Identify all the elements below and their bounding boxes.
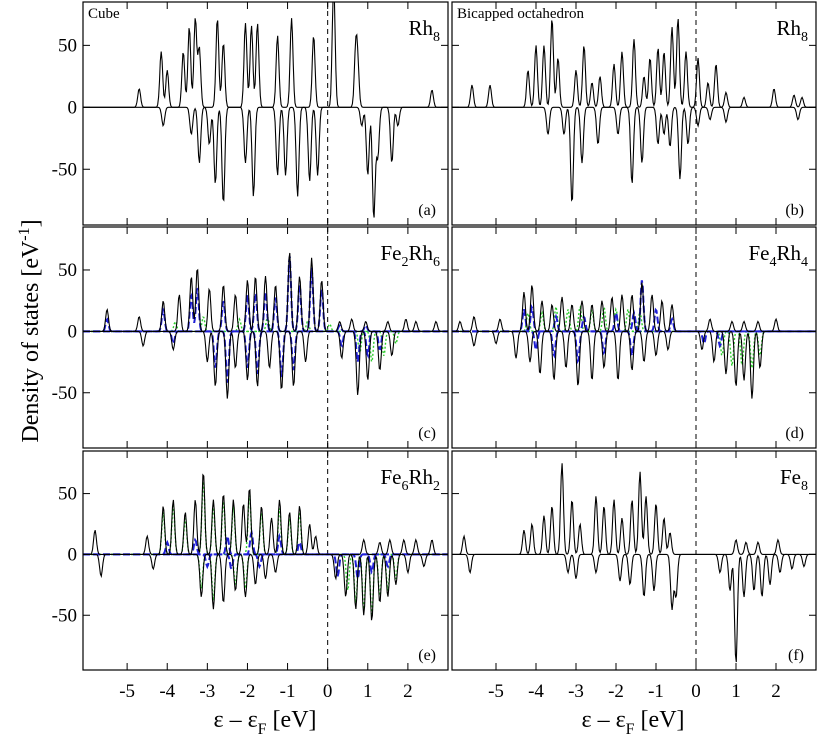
series-fe-up	[83, 480, 448, 556]
x-tick-label: 2	[771, 681, 781, 702]
x-tick-label: -3	[199, 681, 215, 702]
panel-b: Bicapped octahedron Rh8 (b)	[451, 1, 817, 226]
system-label: Fe8	[780, 465, 808, 494]
panel-frame	[451, 1, 817, 226]
x-tick-label: 0	[691, 681, 701, 702]
panel-letter: (c)	[418, 425, 436, 442]
series-total-up	[83, 473, 448, 555]
x-tick-label: 1	[731, 681, 741, 702]
y-tick-label: 0	[68, 321, 78, 342]
plot-area	[83, 2, 448, 225]
x-tick-label: -3	[568, 681, 584, 702]
system-label-part: Fe	[748, 241, 769, 265]
y-tick-label: -50	[52, 159, 77, 180]
y-axis-title: Density of states [eV-1]	[16, 219, 44, 442]
system-label-part: 8	[801, 30, 808, 45]
panel-frame	[82, 226, 449, 449]
y-tick-label: 50	[58, 260, 77, 281]
series-total-down	[83, 553, 448, 621]
panel-frame	[451, 450, 817, 671]
system-label-part: 6	[433, 255, 440, 270]
system-label-part: Fe	[780, 465, 801, 489]
y-tick-label: 50	[58, 35, 77, 56]
system-label: Rh8	[776, 16, 808, 45]
plot-area	[452, 451, 816, 670]
series-rh-up	[83, 528, 448, 556]
y-tick-label: -50	[52, 605, 77, 626]
series-total-up	[452, 18, 816, 108]
y-tick-label: -50	[52, 383, 77, 404]
system-label-part: Rh	[408, 241, 433, 265]
series-rh-up	[452, 280, 816, 333]
system-label-part: Fe	[380, 465, 401, 489]
x-tick-label: -2	[240, 681, 256, 702]
panel-c: -50 0 50 Fe2Rh6 (c)	[52, 226, 449, 449]
series-total-up	[83, 2, 448, 108]
system-label-part: 2	[433, 479, 440, 494]
panel-f: -5 -4 -3 -2 -1 0 1 2 Fe8 (f)	[451, 450, 817, 702]
panel-frame	[82, 1, 449, 226]
panel-structure-label: Cube	[88, 6, 120, 22]
panel-letter: (d)	[785, 425, 804, 442]
series-total-up	[452, 463, 816, 555]
x-tick-label: -2	[608, 681, 624, 702]
series-total-up	[452, 282, 816, 332]
series-total-down	[83, 106, 448, 218]
x-axis-title-right: ε – εF [eV]	[581, 707, 684, 738]
panel-structure-label: Bicapped octahedron	[457, 6, 585, 22]
y-tick-label: 50	[58, 484, 77, 505]
system-label-part: 8	[433, 30, 440, 45]
x-tick-label: -5	[119, 681, 135, 702]
series-total-down	[452, 330, 816, 399]
y-tick-label: 0	[68, 97, 78, 118]
plot-area	[83, 227, 448, 448]
series-total-down	[83, 330, 448, 399]
x-tick-label: 1	[363, 681, 373, 702]
panel-d: Fe4Rh4(d)	[451, 226, 817, 449]
panel-frame	[451, 226, 817, 449]
x-axis-title-left: ε – εF [eV]	[213, 707, 316, 738]
x-tick-label: 2	[403, 681, 413, 702]
x-tick-label: -5	[488, 681, 504, 702]
system-label-part: Rh	[776, 241, 801, 265]
series-total-up	[83, 252, 448, 332]
series-rh-down	[83, 330, 448, 383]
system-label-part: 6	[401, 479, 408, 494]
panel-letter: (f)	[788, 647, 804, 664]
panel-letter: (e)	[418, 647, 436, 664]
panel-letter: (b)	[785, 202, 804, 219]
system-label-part: Rh	[408, 16, 433, 40]
system-label-part: Rh	[776, 16, 801, 40]
axis-titles: Density of states [eV-1] ε – εF [eV] ε –…	[16, 219, 685, 738]
x-tick-label: 0	[323, 681, 333, 702]
system-label-part: Rh	[408, 465, 433, 489]
panel-frame	[82, 450, 449, 671]
series-total-down	[452, 106, 816, 202]
system-label-part: 4	[769, 255, 776, 270]
system-label: Rh8	[408, 16, 440, 45]
y-tick-label: 0	[68, 544, 78, 565]
plot-area	[83, 451, 448, 670]
system-label: Fe4Rh4	[748, 241, 808, 270]
plot-area	[452, 2, 816, 225]
panel-letter: (a)	[418, 202, 436, 219]
panel-a: -50 0 50 Cube Rh8 (a)	[52, 1, 449, 226]
system-label-part: 8	[801, 479, 808, 494]
x-tick-label: -4	[159, 681, 175, 702]
system-label: Fe6Rh2	[380, 465, 440, 494]
x-tick-label: -1	[648, 681, 664, 702]
plot-area	[452, 227, 816, 448]
series-total-down	[452, 553, 816, 663]
system-label: Fe2Rh6	[380, 241, 440, 270]
system-label-part: Fe	[380, 241, 401, 265]
x-tick-label: -1	[280, 681, 296, 702]
system-label-part: 2	[401, 255, 408, 270]
x-tick-label: -4	[528, 681, 544, 702]
system-label-part: 4	[801, 255, 808, 270]
